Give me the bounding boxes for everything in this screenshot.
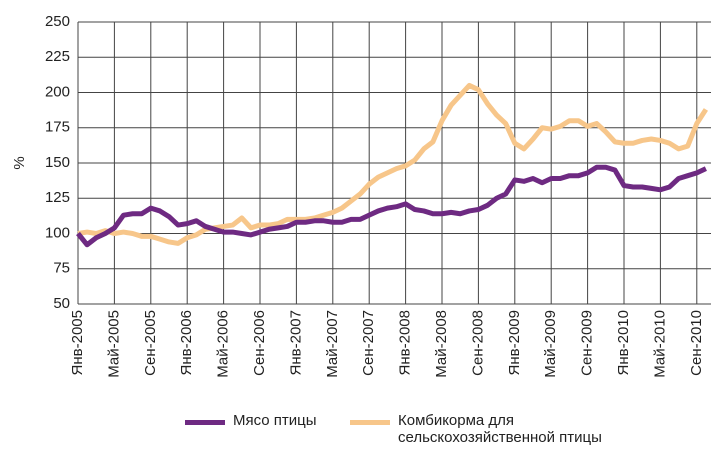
x-tick-label: Янв-2008 (397, 310, 414, 375)
legend-label: Комбикорма для сельскохозяйственной птиц… (398, 412, 602, 446)
y-tick-label: 50 (53, 295, 70, 312)
y-tick-label: 175 (45, 119, 70, 136)
x-tick-label: Сен-2010 (688, 310, 705, 376)
x-tick-label: Янв-2007 (287, 310, 304, 375)
x-tick-label: Май-2006 (215, 310, 232, 378)
x-tick-label: Май-2008 (433, 310, 450, 378)
x-tick-label: Сен-2009 (579, 310, 596, 376)
x-tick-label: Янв-2010 (615, 310, 632, 375)
y-tick-label: 100 (45, 224, 70, 241)
x-tick-label: Янв-2005 (69, 310, 86, 375)
x-tick-label: Май-2005 (105, 310, 122, 378)
legend-item: Комбикорма для сельскохозяйственной птиц… (350, 412, 670, 446)
y-tick-label: 75 (53, 260, 70, 277)
x-tick-label: Май-2009 (542, 310, 559, 378)
y-axis-label: % (11, 156, 28, 169)
y-tick-label: 250 (45, 13, 70, 30)
x-tick-label: Сен-2006 (251, 310, 268, 376)
series-line (76, 164, 707, 248)
x-tick-label: Сен-2005 (142, 310, 159, 376)
y-tick-label: 125 (45, 189, 70, 206)
x-tick-label: Май-2007 (324, 310, 341, 378)
legend-swatch (350, 420, 390, 425)
legend-swatch (185, 420, 225, 425)
y-tick-label: 200 (45, 83, 70, 100)
y-tick-label: 225 (45, 48, 70, 65)
series-line (77, 82, 709, 246)
legend-item: Мясо птицы (185, 412, 335, 429)
x-tick-label: Сен-2007 (360, 310, 377, 376)
x-tick-label: Янв-2006 (178, 310, 195, 375)
x-tick-label: Сен-2008 (469, 310, 486, 376)
legend-label: Мясо птицы (233, 412, 317, 429)
y-tick-label: 150 (45, 154, 70, 171)
x-tick-label: Май-2010 (651, 310, 668, 378)
x-tick-label: Янв-2009 (506, 310, 523, 375)
